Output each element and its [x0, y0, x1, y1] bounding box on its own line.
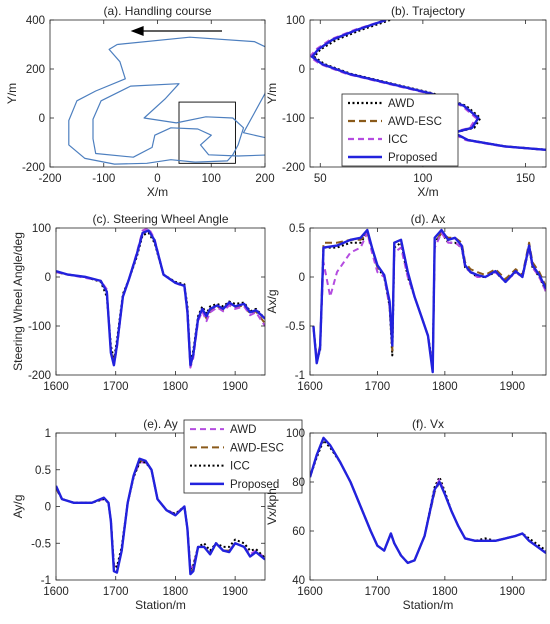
chart-b: 50 100 150 -200 -100 0 100 (b). Trajectory X/m Y/…	[265, 4, 547, 199]
y-axis-label: Ay/g	[11, 495, 25, 519]
x-tick-label: 1700	[103, 586, 129, 598]
chart-title: (e). Ay	[143, 417, 177, 431]
chart-title: (c). Steering Wheel Angle	[92, 212, 228, 226]
legend-entry: Proposed	[230, 479, 279, 491]
legend-entry: AWD-ESC	[388, 116, 442, 128]
y-tick-label: 40	[292, 575, 305, 587]
y-axis-label: Y/m	[265, 83, 279, 104]
series-line-proposed	[312, 228, 546, 374]
y-tick-label: -1	[41, 575, 51, 587]
chart-f: 1600 1700 1800 1900 40 60 80 100 (f). Vx Station/…	[265, 417, 547, 612]
x-axis-label: Station/m	[135, 598, 186, 612]
series-line-0	[68, 36, 265, 165]
y-tick-label: 100	[286, 15, 305, 27]
x-axis-label: X/m	[147, 185, 168, 199]
x-tick-label: 1800	[432, 586, 458, 598]
series-line-awd-esc	[312, 231, 546, 372]
x-tick-label: 100	[202, 173, 221, 185]
y-axis-label: Vx/kph	[265, 488, 279, 525]
x-tick-label: 1600	[297, 381, 323, 393]
legend: AWD AWD-ESC ICC Proposed	[341, 93, 459, 167]
plot-area	[56, 228, 265, 375]
legend-entry: AWD	[230, 424, 256, 436]
y-tick-label: 100	[286, 428, 305, 440]
x-tick-label: 1700	[365, 586, 391, 598]
chart-a: -200 -100 0 100 200 -200 0 200 400 (a). Handling …	[5, 4, 275, 199]
legend-entry: ICC	[388, 134, 408, 146]
y-tick-label: -100	[282, 113, 305, 125]
x-tick-label: -100	[92, 173, 115, 185]
y-tick-label: 100	[32, 223, 51, 235]
legend: AWD AWD-ESC ICC Proposed	[183, 419, 303, 494]
x-tick-label: 1700	[365, 381, 391, 393]
y-tick-label: 60	[292, 526, 305, 538]
y-tick-label: 0.5	[35, 465, 51, 477]
y-tick-label: -100	[28, 321, 51, 333]
chart-d: 1600 1700 1800 1900 -1 -0.5 0 0.5 (d). Ax Ax/g	[265, 212, 547, 393]
plot-area	[50, 20, 265, 167]
chart-e: 1600 1700 1800 1900 -1 -0.5 0 0.5 1 (e). Ay Statio…	[11, 417, 303, 612]
x-tick-label: 1600	[43, 381, 69, 393]
x-tick-label: 0	[154, 173, 160, 185]
x-tick-label: 1600	[297, 586, 323, 598]
y-tick-label: 0	[299, 64, 305, 76]
x-tick-label: 1700	[103, 381, 129, 393]
series-line-proposed	[56, 457, 265, 576]
axes-frame	[309, 432, 547, 581]
legend-entry: Proposed	[388, 152, 437, 164]
y-axis-label: Y/m	[5, 83, 19, 104]
x-tick-label: -200	[38, 173, 61, 185]
plot-area	[310, 228, 546, 375]
x-tick-label: 1900	[499, 381, 525, 393]
y-tick-label: -1	[295, 370, 305, 382]
chart-c: 1600 1700 1800 1900 -200 -100 0 100 (c). Steerin…	[11, 212, 266, 393]
y-tick-label: 0	[39, 113, 45, 125]
x-tick-label: 50	[314, 173, 327, 185]
highlight-box	[178, 101, 236, 164]
x-tick-label: 1800	[163, 381, 189, 393]
x-tick-label: 100	[413, 173, 432, 185]
chart-title: (a). Handling course	[103, 4, 211, 18]
legend-entry: ICC	[230, 461, 250, 473]
axes-frame	[309, 19, 547, 168]
x-tick-label: 1900	[222, 586, 248, 598]
x-tick-label: 150	[516, 173, 535, 185]
y-tick-label: 0	[45, 502, 51, 514]
y-tick-label: -200	[28, 370, 51, 382]
x-axis-label: X/m	[417, 185, 438, 199]
chart-title: (d). Ax	[411, 212, 446, 226]
axes-frame	[309, 227, 547, 376]
y-tick-label: 80	[292, 477, 305, 489]
y-tick-label: -0.5	[31, 538, 51, 550]
y-tick-label: -200	[282, 162, 305, 174]
legend-entry: AWD-ESC	[230, 442, 284, 454]
y-tick-label: 0.5	[289, 223, 305, 235]
series-line-proposed	[310, 436, 546, 565]
y-tick-label: 0	[45, 272, 51, 284]
x-axis-label: Station/m	[403, 598, 454, 612]
chart-title: (b). Trajectory	[391, 4, 465, 18]
series-line-proposed	[310, 20, 546, 151]
y-tick-label: 1	[45, 428, 51, 440]
legend-entry: AWD	[388, 98, 414, 110]
y-tick-label: 0	[299, 272, 305, 284]
series-line-proposed	[56, 229, 265, 367]
y-tick-label: -200	[22, 162, 45, 174]
x-tick-label: 1900	[222, 381, 248, 393]
x-tick-label: 1900	[499, 586, 525, 598]
y-tick-label: -0.5	[285, 321, 305, 333]
x-tick-label: 1800	[432, 381, 458, 393]
direction-arrow-head	[130, 26, 144, 37]
chart-title: (f). Vx	[412, 417, 444, 431]
y-tick-label: 400	[26, 15, 45, 27]
y-axis-label: Steering Wheel Angle/deg	[11, 232, 25, 371]
x-tick-label: 1800	[163, 586, 189, 598]
x-tick-label: 200	[255, 173, 274, 185]
y-axis-label: Ax/g	[265, 289, 279, 313]
x-tick-label: 1600	[43, 586, 69, 598]
axes-frame	[55, 227, 266, 376]
plot-area	[310, 433, 546, 580]
y-tick-label: 200	[26, 64, 45, 76]
